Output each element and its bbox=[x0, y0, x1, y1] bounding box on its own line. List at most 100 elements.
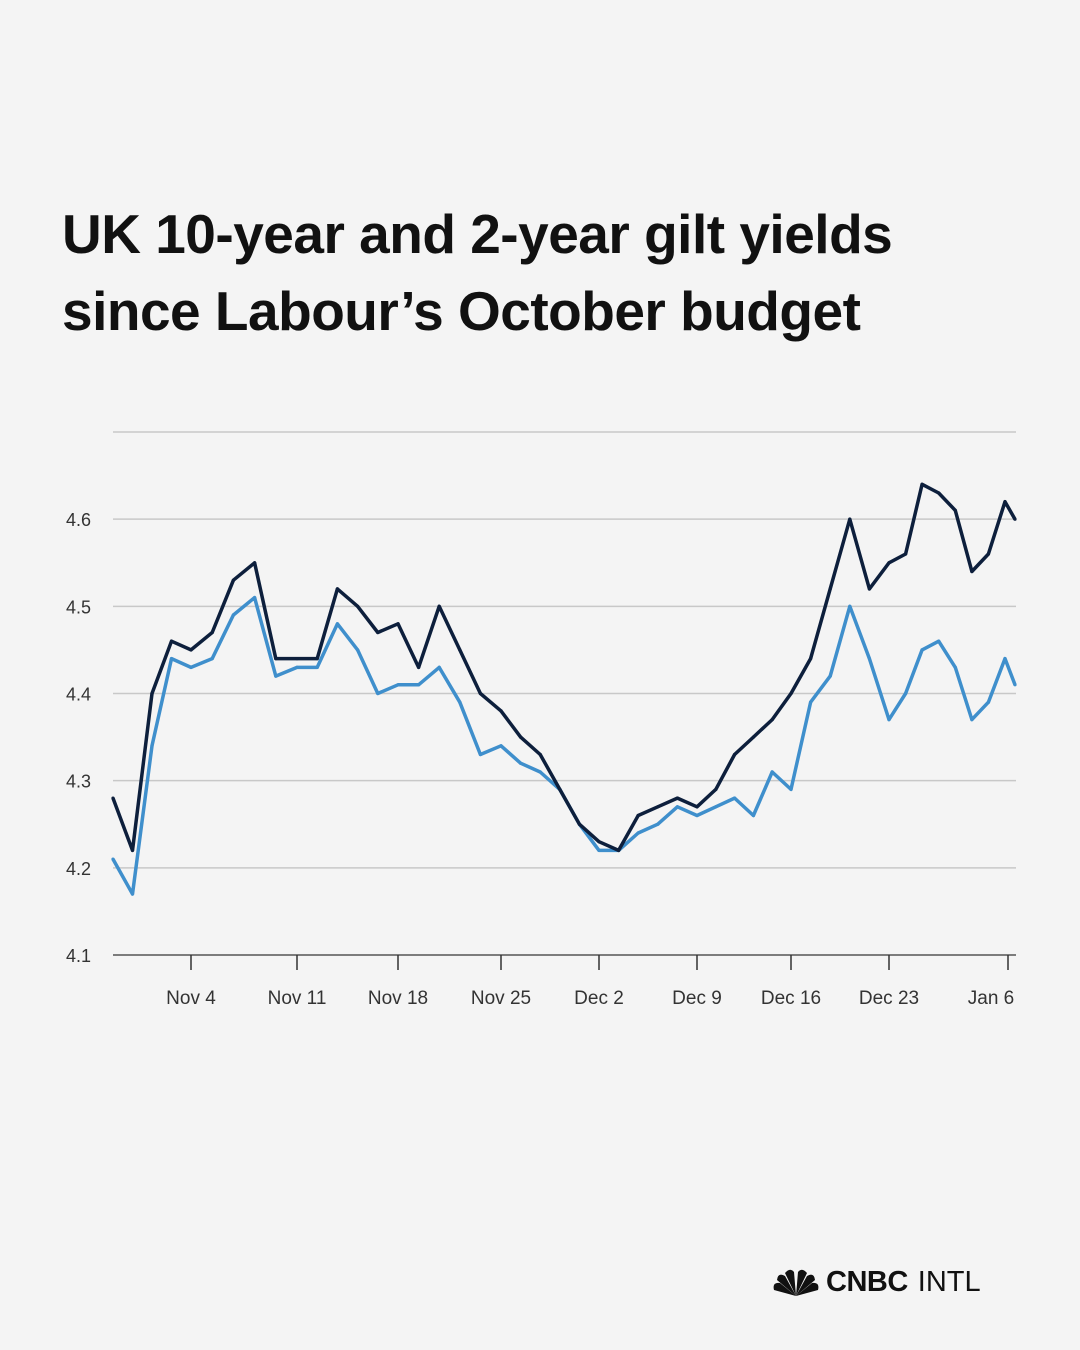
data-point bbox=[970, 718, 974, 722]
peacock-icon bbox=[773, 1269, 819, 1296]
data-point bbox=[714, 787, 718, 792]
data-point bbox=[458, 700, 462, 704]
data-point bbox=[867, 587, 872, 591]
data-point bbox=[253, 596, 257, 600]
data-point bbox=[920, 648, 924, 652]
data-point bbox=[519, 735, 523, 739]
series-line-1 bbox=[111, 595, 1017, 896]
data-point bbox=[417, 683, 421, 687]
data-point bbox=[986, 700, 991, 704]
x-tick-label: Dec 23 bbox=[859, 988, 919, 1009]
data-point bbox=[1013, 517, 1017, 521]
data-point bbox=[169, 639, 174, 643]
data-point bbox=[937, 639, 941, 643]
series-lines bbox=[111, 482, 1017, 896]
data-point bbox=[189, 665, 193, 670]
data-point bbox=[733, 752, 737, 757]
data-point bbox=[789, 787, 793, 792]
y-tick-label: 4.4 bbox=[66, 685, 91, 705]
data-point bbox=[295, 665, 299, 670]
x-tick-label: Nov 18 bbox=[368, 988, 428, 1009]
data-point bbox=[478, 691, 482, 696]
series-line-2 bbox=[111, 482, 1017, 853]
data-point bbox=[1013, 683, 1017, 687]
cnbc-intl-logo: CNBC INTL bbox=[772, 1266, 981, 1299]
data-point bbox=[458, 648, 462, 652]
data-point bbox=[1003, 500, 1007, 504]
data-point bbox=[437, 604, 441, 608]
logo-suffix: INTL bbox=[917, 1266, 981, 1298]
y-tick-label: 4.3 bbox=[66, 772, 91, 792]
data-point bbox=[986, 552, 991, 556]
data-point bbox=[789, 691, 793, 696]
data-point bbox=[828, 674, 832, 678]
data-point bbox=[376, 691, 380, 696]
x-tick-label: Nov 4 bbox=[166, 988, 216, 1009]
data-point bbox=[751, 735, 756, 739]
data-point bbox=[499, 744, 503, 748]
data-point bbox=[733, 796, 737, 800]
data-point bbox=[538, 752, 542, 757]
data-point bbox=[770, 718, 774, 722]
data-point bbox=[558, 787, 562, 792]
data-point bbox=[356, 648, 360, 652]
data-point bbox=[577, 822, 582, 826]
data-point bbox=[636, 831, 640, 835]
data-point bbox=[920, 482, 924, 486]
x-tick-label: Dec 16 bbox=[761, 988, 821, 1009]
data-point bbox=[656, 822, 660, 826]
data-point bbox=[295, 657, 299, 661]
data-point bbox=[335, 622, 339, 626]
data-point bbox=[478, 752, 482, 757]
data-point bbox=[656, 805, 660, 809]
data-point bbox=[396, 683, 400, 687]
data-point bbox=[695, 805, 699, 809]
data-point bbox=[904, 691, 908, 696]
data-point bbox=[953, 508, 957, 512]
data-point bbox=[887, 561, 891, 565]
data-point bbox=[335, 587, 339, 591]
data-point bbox=[274, 674, 278, 678]
data-point bbox=[1003, 657, 1007, 661]
data-point bbox=[376, 630, 380, 635]
data-point bbox=[150, 744, 154, 748]
data-point bbox=[636, 813, 640, 818]
x-tick-label: Dec 9 bbox=[672, 988, 722, 1009]
data-point bbox=[675, 796, 680, 800]
data-point bbox=[714, 805, 718, 809]
data-point bbox=[597, 848, 601, 853]
data-point bbox=[169, 657, 174, 661]
data-point bbox=[887, 718, 891, 722]
data-point bbox=[848, 604, 852, 608]
data-point bbox=[396, 622, 400, 626]
data-point bbox=[356, 604, 360, 608]
chart-title: UK 10-year and 2-year gilt yields since … bbox=[62, 196, 1042, 350]
data-point bbox=[150, 691, 154, 696]
data-point bbox=[809, 657, 813, 661]
y-axis: 4.1 4.2 4.3 4.4 4.5 4.6 bbox=[66, 510, 91, 966]
data-point bbox=[274, 657, 278, 661]
y-tick-label: 4.6 bbox=[66, 510, 91, 530]
data-point bbox=[617, 848, 621, 853]
x-tick-label: Nov 11 bbox=[268, 988, 327, 1009]
data-point bbox=[970, 569, 974, 574]
data-point bbox=[253, 561, 257, 565]
y-tick-label: 4.5 bbox=[66, 597, 91, 617]
data-point bbox=[315, 657, 319, 661]
x-tick-label: Dec 2 bbox=[574, 988, 624, 1009]
data-point bbox=[937, 491, 941, 495]
data-point bbox=[111, 857, 115, 861]
title-line-1: UK 10-year and 2-year gilt yields bbox=[62, 203, 893, 265]
y-tick-label: 4.2 bbox=[66, 859, 91, 879]
data-point bbox=[130, 848, 135, 853]
data-point bbox=[210, 657, 214, 661]
data-point bbox=[695, 813, 699, 818]
data-point bbox=[231, 578, 235, 582]
title-line-2: since Labour’s October budget bbox=[62, 280, 861, 342]
data-point bbox=[437, 665, 441, 670]
x-tick-label: Jan 6 bbox=[968, 988, 1014, 1009]
data-point bbox=[809, 700, 813, 704]
data-point bbox=[848, 517, 852, 521]
x-axis: Nov 4 Nov 11 Nov 18 Nov 25 Dec 2 Dec 9 Dec 16 D… bbox=[166, 955, 1014, 1009]
data-point bbox=[904, 552, 908, 556]
